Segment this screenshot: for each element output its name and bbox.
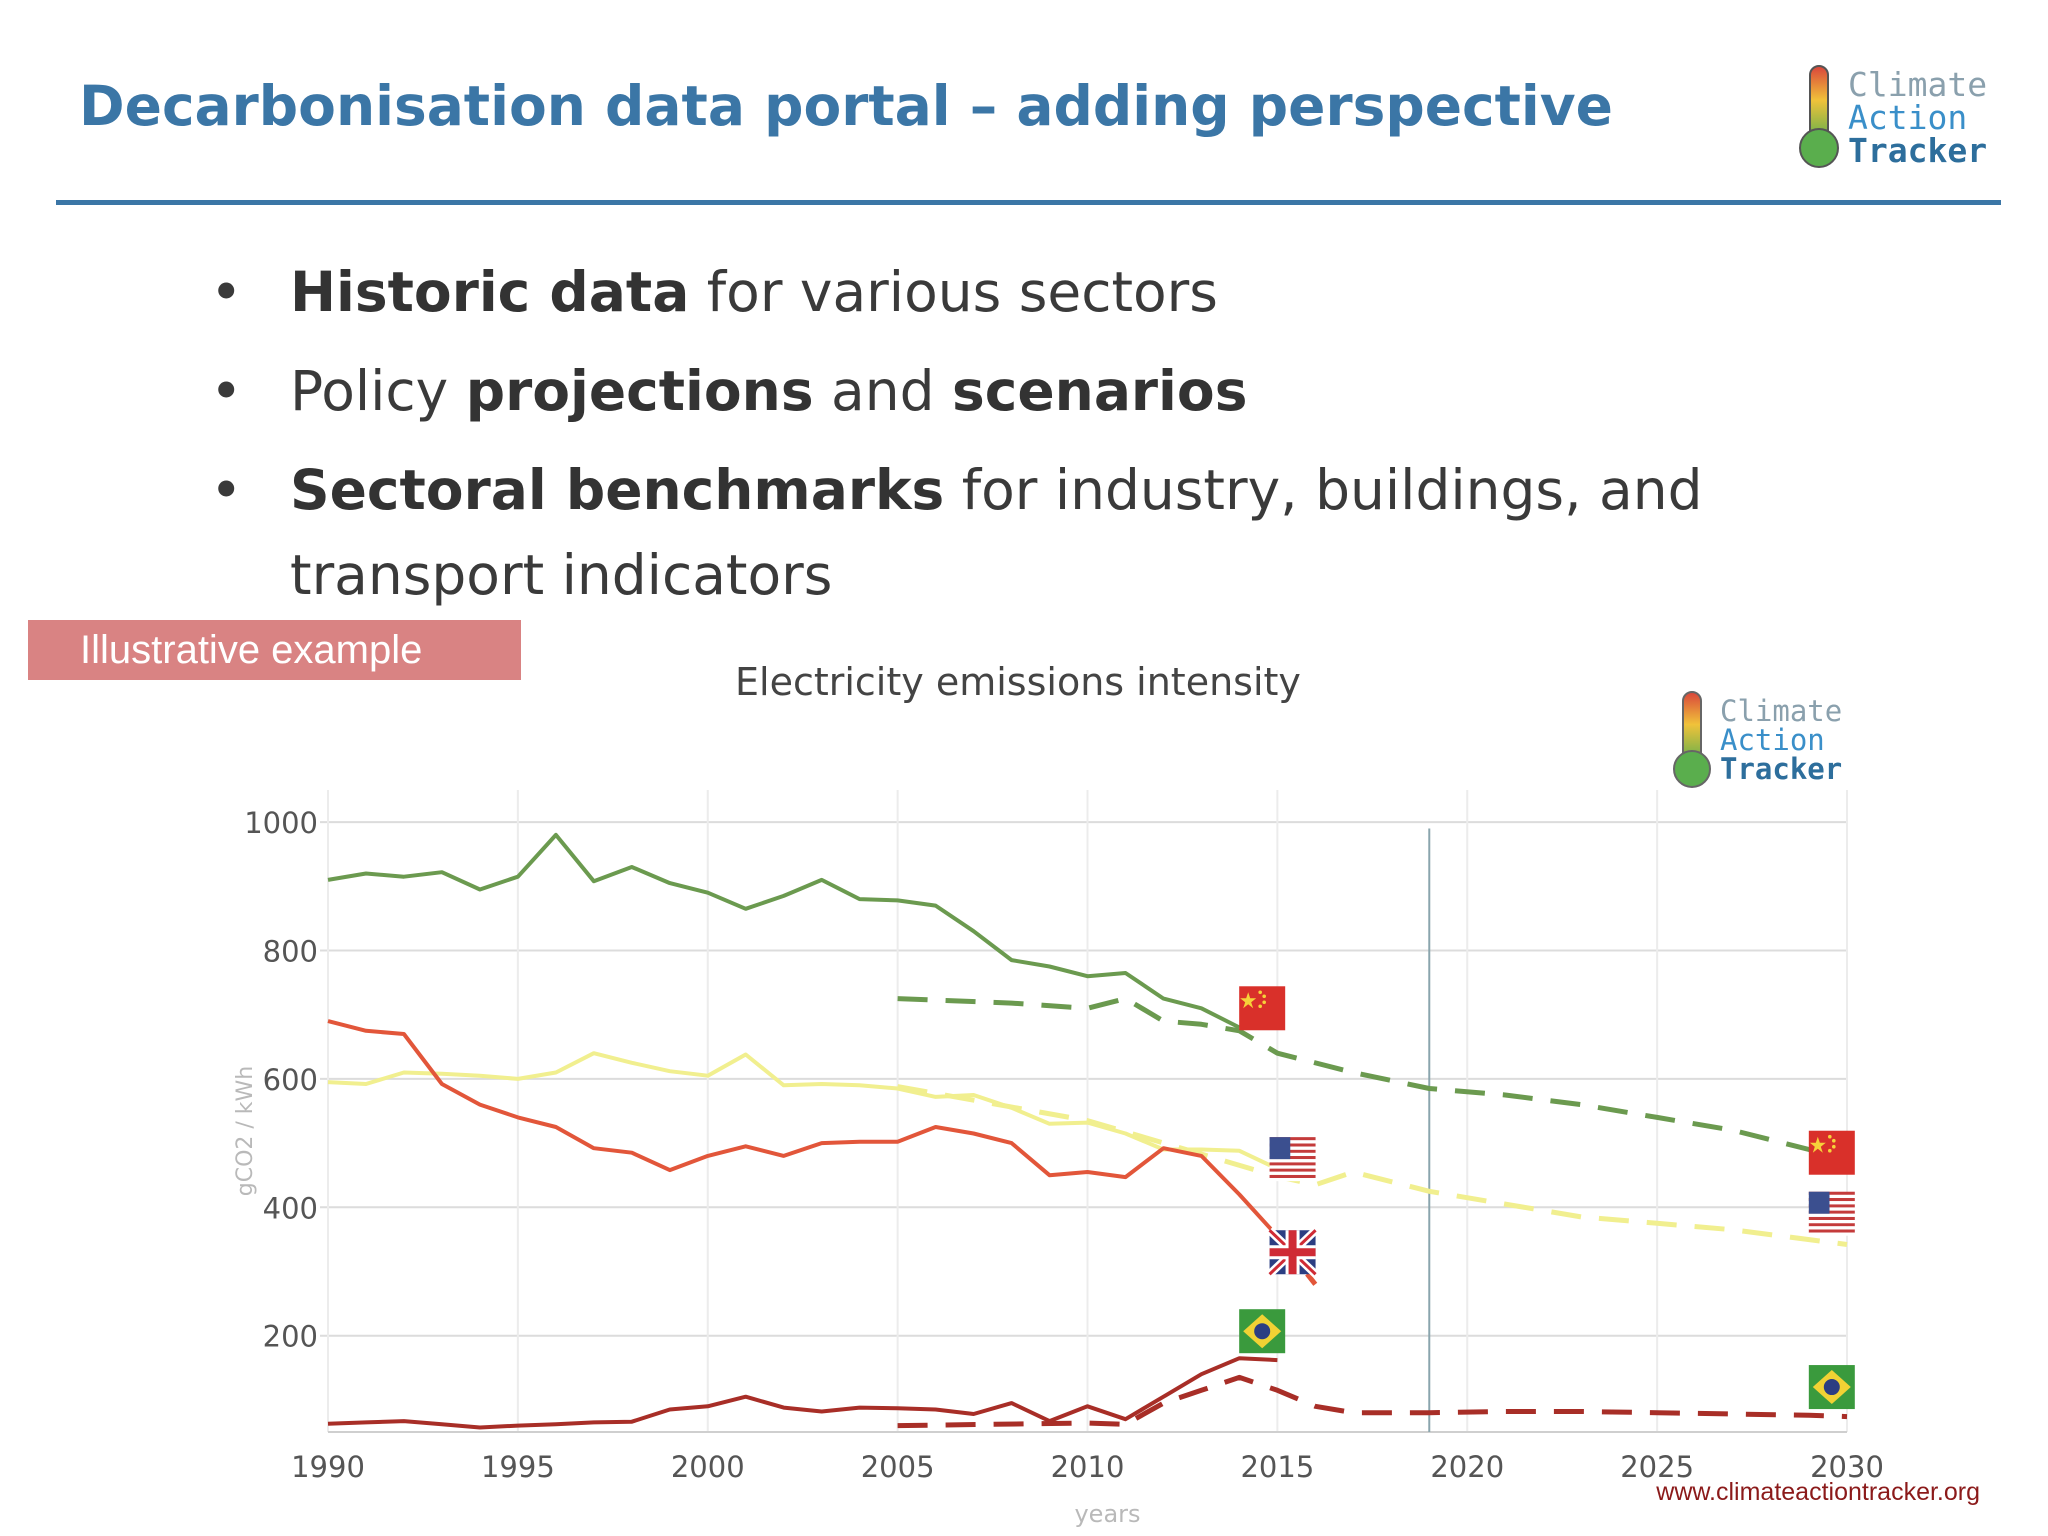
bullet-item: • Sectoral benchmarks for industry, build… [210, 448, 1710, 618]
flag-china-icon [1808, 1130, 1855, 1175]
series-line-usa-dashed [897, 1084, 1848, 1247]
series-line-brazil-dashed [897, 1374, 1848, 1429]
bullet-text: Policy [290, 359, 466, 423]
logo-word-climate: Climate [1720, 693, 1843, 728]
flag-brazil-icon [1808, 1365, 1855, 1410]
flag-usa-icon [1269, 1137, 1316, 1182]
logo-word-tracker: Tracker [1720, 751, 1843, 786]
x-tick-label: 2025 [1620, 1450, 1694, 1484]
flag-brazil-icon [1239, 1309, 1286, 1354]
title-divider [56, 200, 2001, 205]
bullet-text: and [813, 359, 953, 423]
cat-logo-top: Climate Action Tracker [1796, 64, 1987, 170]
x-tick-label: 2005 [861, 1450, 935, 1484]
bullet-dot: • [210, 458, 243, 522]
x-tick-label: 1995 [481, 1450, 555, 1484]
chart-title: Electricity emissions intensity [735, 660, 1301, 704]
flag-uk-icon [1266, 1227, 1319, 1278]
x-tick-label: 2000 [671, 1450, 745, 1484]
flag-china-icon [1239, 986, 1286, 1031]
series-line-china-dashed [897, 996, 1848, 1168]
y-tick-label: 200 [263, 1320, 318, 1354]
logo-word-action: Action [1720, 722, 1825, 757]
logo-word-climate: Climate [1848, 64, 1988, 104]
y-tick-label: 400 [263, 1191, 318, 1225]
bullet-item: • Policy projections and scenarios [210, 349, 1710, 434]
cat-logo-chart: Climate Action Tracker [1670, 690, 1842, 790]
flag-usa-icon [1808, 1191, 1855, 1236]
x-tick-label: 2030 [1810, 1450, 1884, 1484]
y-tick-label: 1000 [244, 806, 318, 840]
bullet-list: • Historic data for various sectors • Polic… [210, 250, 1710, 632]
x-tick-label: 2015 [1240, 1450, 1314, 1484]
x-tick-label: 1990 [291, 1450, 365, 1484]
bullet-text: for industry, buildings, and transport i… [290, 458, 1703, 607]
illustrative-badge: Illustrative example [28, 620, 521, 680]
bullet-bold-text: Historic data [290, 260, 690, 324]
bullet-dot: • [210, 359, 243, 423]
thermometer-icon [1673, 691, 1711, 788]
logo-word-action: Action [1848, 97, 1968, 137]
series-line-uk-solid [327, 1019, 1279, 1238]
bullet-text: for various sectors [689, 260, 1218, 324]
y-tick-label: 800 [263, 935, 318, 969]
series-line-usa-solid [327, 1051, 1279, 1171]
thermometer-icon [1799, 65, 1839, 168]
bullet-dot: • [210, 260, 243, 324]
source-url[interactable]: www.climateactiontracker.org [1656, 1478, 1980, 1506]
series-line-brazil-solid [327, 1356, 1278, 1430]
series-line-china-solid [327, 832, 1241, 1030]
y-tick-label: 600 [263, 1063, 318, 1097]
bullet-item: • Historic data for various sectors [210, 250, 1710, 335]
x-tick-label: 2020 [1430, 1450, 1504, 1484]
x-tick-label: 2010 [1051, 1450, 1125, 1484]
x-axis-label: years [1074, 1500, 1140, 1528]
y-axis-label: gCO2 / kWh [233, 1066, 258, 1196]
bullet-bold-text: projections [465, 359, 814, 423]
slide-title: Decarbonisation data portal – adding per… [79, 74, 1613, 138]
bullet-bold-text: scenarios [952, 359, 1248, 423]
bullet-bold-text: Sectoral benchmarks [290, 458, 945, 522]
logo-word-tracker: Tracker [1848, 130, 1988, 170]
